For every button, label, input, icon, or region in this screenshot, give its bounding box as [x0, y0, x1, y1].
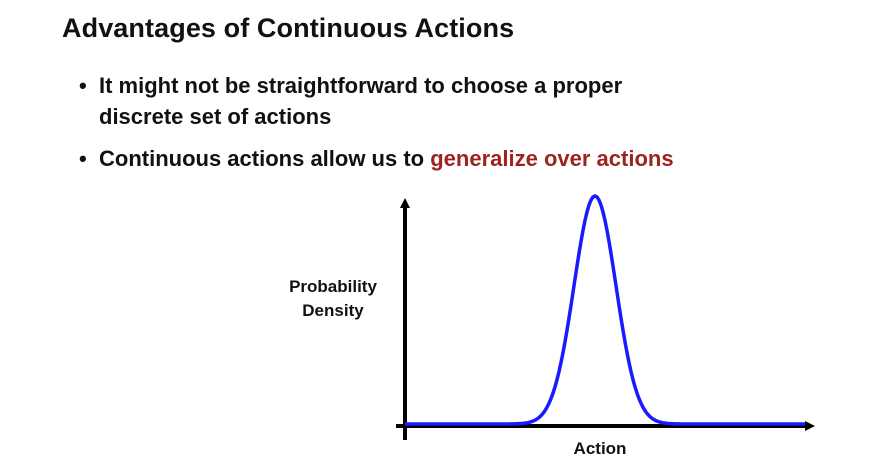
bullet-line: It might not be straightforward to choos…	[99, 73, 623, 98]
x-axis-label: Action	[574, 439, 627, 458]
bullet-item: • Continuous actions allow us to general…	[78, 143, 798, 174]
bullet-dot-icon: •	[79, 146, 87, 171]
y-axis-label-line-1: Probability	[289, 277, 377, 296]
slide-title: Advantages of Continuous Actions	[62, 13, 515, 43]
bullet-line: discrete set of actions	[99, 104, 332, 129]
bullet-item: • It might not be straightforward to cho…	[78, 70, 798, 132]
bullet-highlight: generalize over actions	[430, 146, 674, 171]
y-axis-label-line-2: Density	[302, 301, 364, 320]
bullet-text: Continuous actions allow us to	[99, 146, 431, 171]
bullet-list: • It might not be straightforward to cho…	[78, 70, 798, 185]
bullet-dot-icon: •	[79, 73, 87, 98]
density-curve	[405, 194, 805, 426]
